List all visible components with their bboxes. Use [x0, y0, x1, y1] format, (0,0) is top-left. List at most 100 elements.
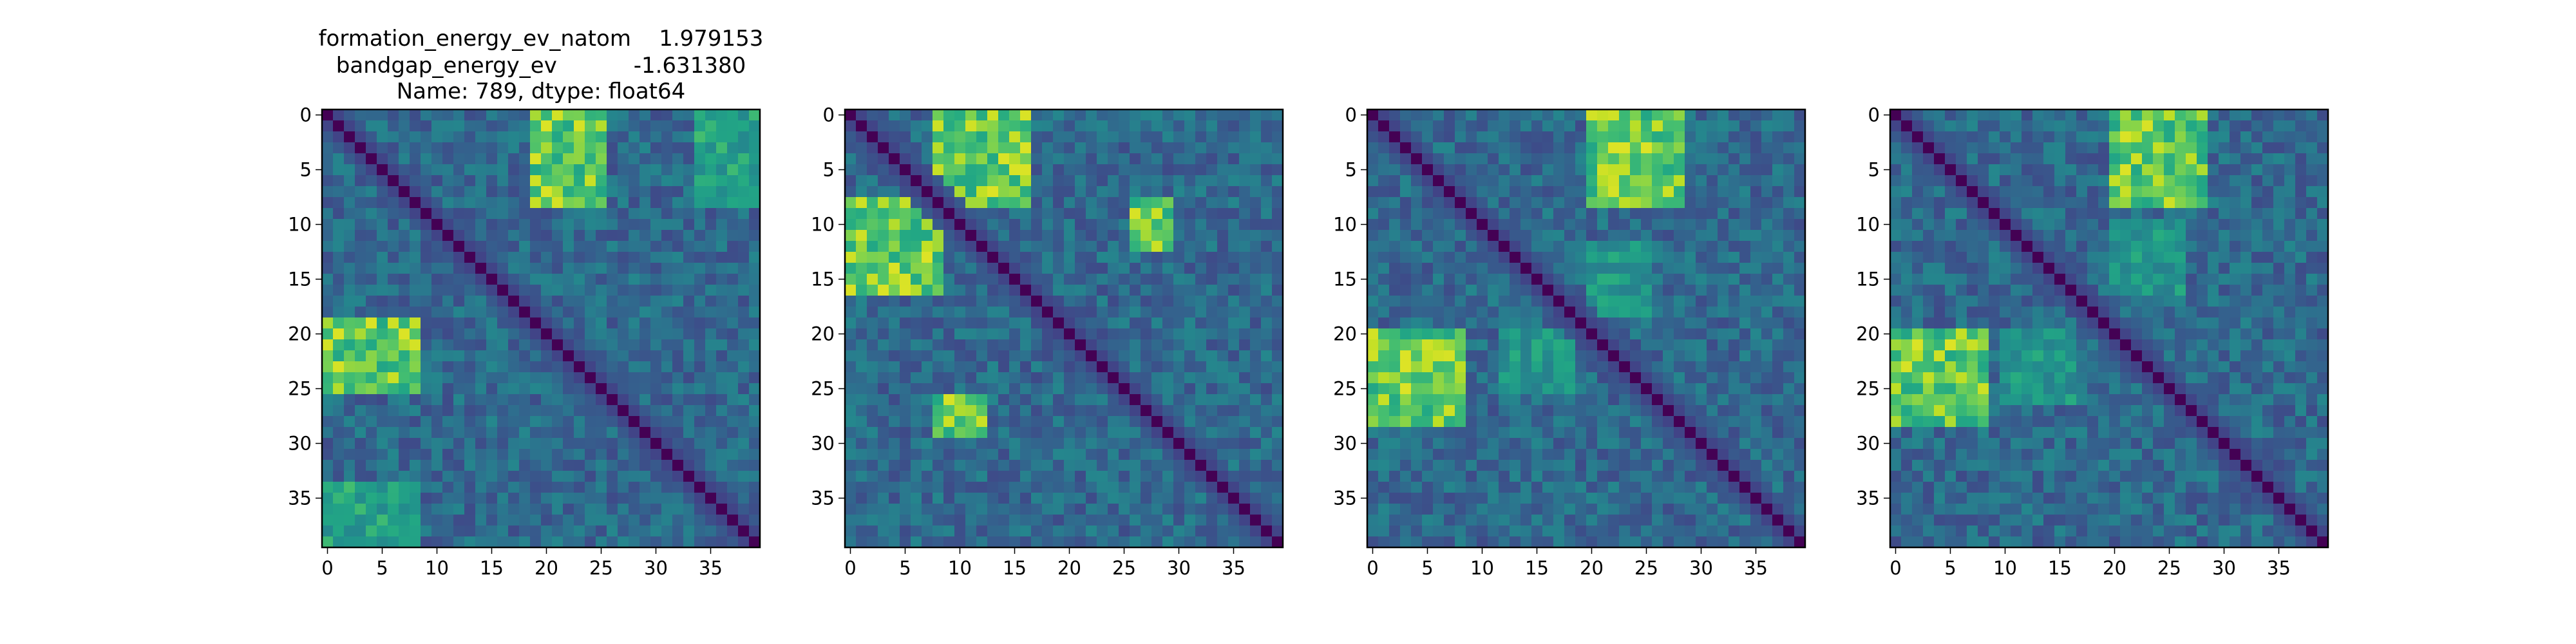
- heatmap-cell: [1608, 208, 1620, 220]
- heatmap-cell: [1031, 142, 1043, 154]
- heatmap-cell: [1272, 515, 1283, 526]
- heatmap-cell: [1794, 427, 1806, 439]
- heatmap-cell: [1400, 142, 1412, 154]
- heatmap-cell: [1608, 493, 1620, 504]
- heatmap-cell: [1696, 526, 1707, 537]
- heatmap-cell: [1389, 175, 1401, 187]
- heatmap-cell: [399, 142, 410, 154]
- heatmap-cell: [431, 317, 443, 329]
- heatmap-cell: [1119, 263, 1130, 274]
- heatmap-cell: [530, 449, 542, 460]
- heatmap-cell: [1739, 296, 1751, 307]
- heatmap-cell: [1228, 372, 1240, 384]
- heatmap-cell: [1444, 438, 1455, 450]
- heatmap-cell: [453, 109, 465, 121]
- heatmap-cell: [1685, 405, 1696, 417]
- heatmap-cell: [1411, 296, 1423, 307]
- heatmap-cell: [1586, 296, 1598, 307]
- heatmap-cell: [431, 307, 443, 318]
- heatmap-cell: [1228, 175, 1240, 187]
- heatmap-cell: [1433, 186, 1444, 198]
- heatmap-cell: [1053, 109, 1065, 121]
- heatmap-cell: [1597, 109, 1609, 121]
- heatmap-cell: [1761, 186, 1773, 198]
- heatmap-cell: [366, 307, 377, 318]
- heatmap-cell: [1608, 274, 1620, 285]
- heatmap-cell: [1718, 471, 1729, 482]
- heatmap-cell: [1499, 131, 1510, 143]
- heatmap-cell: [976, 263, 988, 274]
- heatmap-cell: [1108, 339, 1119, 351]
- heatmap-cell: [508, 438, 520, 450]
- heatmap-cell: [900, 471, 911, 482]
- heatmap-cell: [1108, 186, 1119, 198]
- heatmap-cell: [1696, 186, 1707, 198]
- heatmap-cell: [1389, 120, 1401, 132]
- heatmap-cell: [1674, 252, 1685, 263]
- heatmap-cell: [1433, 120, 1444, 132]
- heatmap-cell: [1564, 372, 1576, 384]
- heatmap-cell: [1228, 120, 1240, 132]
- heatmap-cell: [1564, 153, 1576, 165]
- heatmap-cell: [508, 219, 520, 231]
- heatmap-cell: [1564, 471, 1576, 482]
- heatmap-cell: [563, 241, 574, 252]
- heatmap-cell: [661, 372, 673, 384]
- heatmap-cell: [421, 427, 432, 439]
- heatmap-cell: [1630, 120, 1642, 132]
- heatmap-cell: [1488, 405, 1499, 417]
- heatmap-cell: [563, 536, 574, 548]
- heatmap-cell: [475, 219, 487, 231]
- heatmap-cell: [856, 219, 867, 231]
- heatmap-cell: [1794, 153, 1806, 165]
- heatmap-cell: [1239, 372, 1251, 384]
- heatmap-cell: [683, 263, 695, 274]
- heatmap-cell: [867, 350, 878, 362]
- heatmap-cell: [1389, 361, 1401, 373]
- heatmap-cell: [672, 153, 684, 165]
- y-tick-label: 25: [1333, 378, 1357, 400]
- heatmap-cell: [954, 471, 966, 482]
- heatmap-cell: [1652, 317, 1663, 329]
- heatmap-cell: [1433, 219, 1444, 231]
- heatmap-cell: [442, 208, 454, 220]
- heatmap-cell: [1794, 438, 1806, 450]
- heatmap-cell: [1772, 219, 1784, 231]
- heatmap-cell: [1217, 460, 1229, 471]
- heatmap-cell: [618, 186, 629, 198]
- heatmap-cell: [1685, 263, 1696, 274]
- heatmap-cell: [1086, 164, 1097, 176]
- heatmap-cell: [1750, 317, 1762, 329]
- heatmap-cell: [519, 317, 531, 329]
- heatmap-cell: [410, 328, 421, 340]
- heatmap-cell: [421, 383, 432, 395]
- heatmap-cell: [1108, 526, 1119, 537]
- heatmap-cell: [1477, 142, 1488, 154]
- heatmap-cell: [1499, 219, 1510, 231]
- heatmap-cell: [987, 536, 999, 548]
- heatmap-cell: [1520, 153, 1532, 165]
- heatmap-cell: [1053, 274, 1065, 285]
- heatmap-cell: [727, 296, 739, 307]
- heatmap-cell: [1707, 208, 1718, 220]
- heatmap-cell: [1455, 536, 1466, 548]
- heatmap-cell: [1586, 164, 1598, 176]
- heatmap-cell: [1630, 208, 1642, 220]
- heatmap-cell: [1499, 536, 1510, 548]
- heatmap-cell: [399, 416, 410, 428]
- heatmap-cell: [683, 339, 695, 351]
- heatmap-cell: [355, 416, 366, 428]
- heatmap-cell: [1707, 285, 1718, 296]
- heatmap-cell: [1086, 383, 1097, 395]
- heatmap-cell: [1184, 186, 1196, 198]
- heatmap-cell: [508, 274, 520, 285]
- heatmap-cell: [705, 120, 717, 132]
- heatmap-cell: [399, 361, 410, 373]
- heatmap-cell: [563, 131, 574, 143]
- heatmap-cell: [1531, 109, 1543, 121]
- heatmap-cell: [442, 230, 454, 242]
- heatmap-cell: [1195, 274, 1207, 285]
- heatmap-cell: [650, 482, 662, 493]
- heatmap-cell: [1400, 460, 1412, 471]
- heatmap-cell: [1663, 383, 1674, 395]
